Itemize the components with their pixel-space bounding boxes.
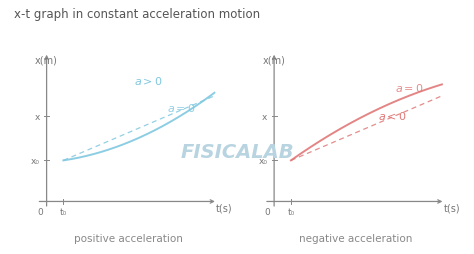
- Text: $a>0$: $a>0$: [134, 75, 163, 87]
- Text: FISICALAB: FISICALAB: [180, 143, 294, 162]
- Text: t(s): t(s): [444, 203, 460, 213]
- Text: t₀: t₀: [287, 208, 294, 216]
- Text: x: x: [262, 113, 267, 121]
- Text: 0: 0: [264, 208, 270, 216]
- Text: $a<0$: $a<0$: [378, 110, 407, 122]
- Text: x₀: x₀: [258, 156, 267, 165]
- Text: 0: 0: [37, 208, 43, 216]
- Text: positive acceleration: positive acceleration: [73, 233, 182, 243]
- Text: t(s): t(s): [216, 203, 233, 213]
- Text: x₀: x₀: [31, 156, 40, 165]
- Text: negative acceleration: negative acceleration: [299, 233, 412, 243]
- Text: x: x: [35, 113, 40, 121]
- Text: $a=0$: $a=0$: [395, 82, 424, 94]
- Text: x-t graph in constant acceleration motion: x-t graph in constant acceleration motio…: [14, 8, 260, 21]
- Text: $a=0$: $a=0$: [167, 101, 196, 113]
- Text: t₀: t₀: [60, 208, 67, 216]
- Text: x(m): x(m): [263, 56, 285, 66]
- Text: x(m): x(m): [35, 56, 58, 66]
